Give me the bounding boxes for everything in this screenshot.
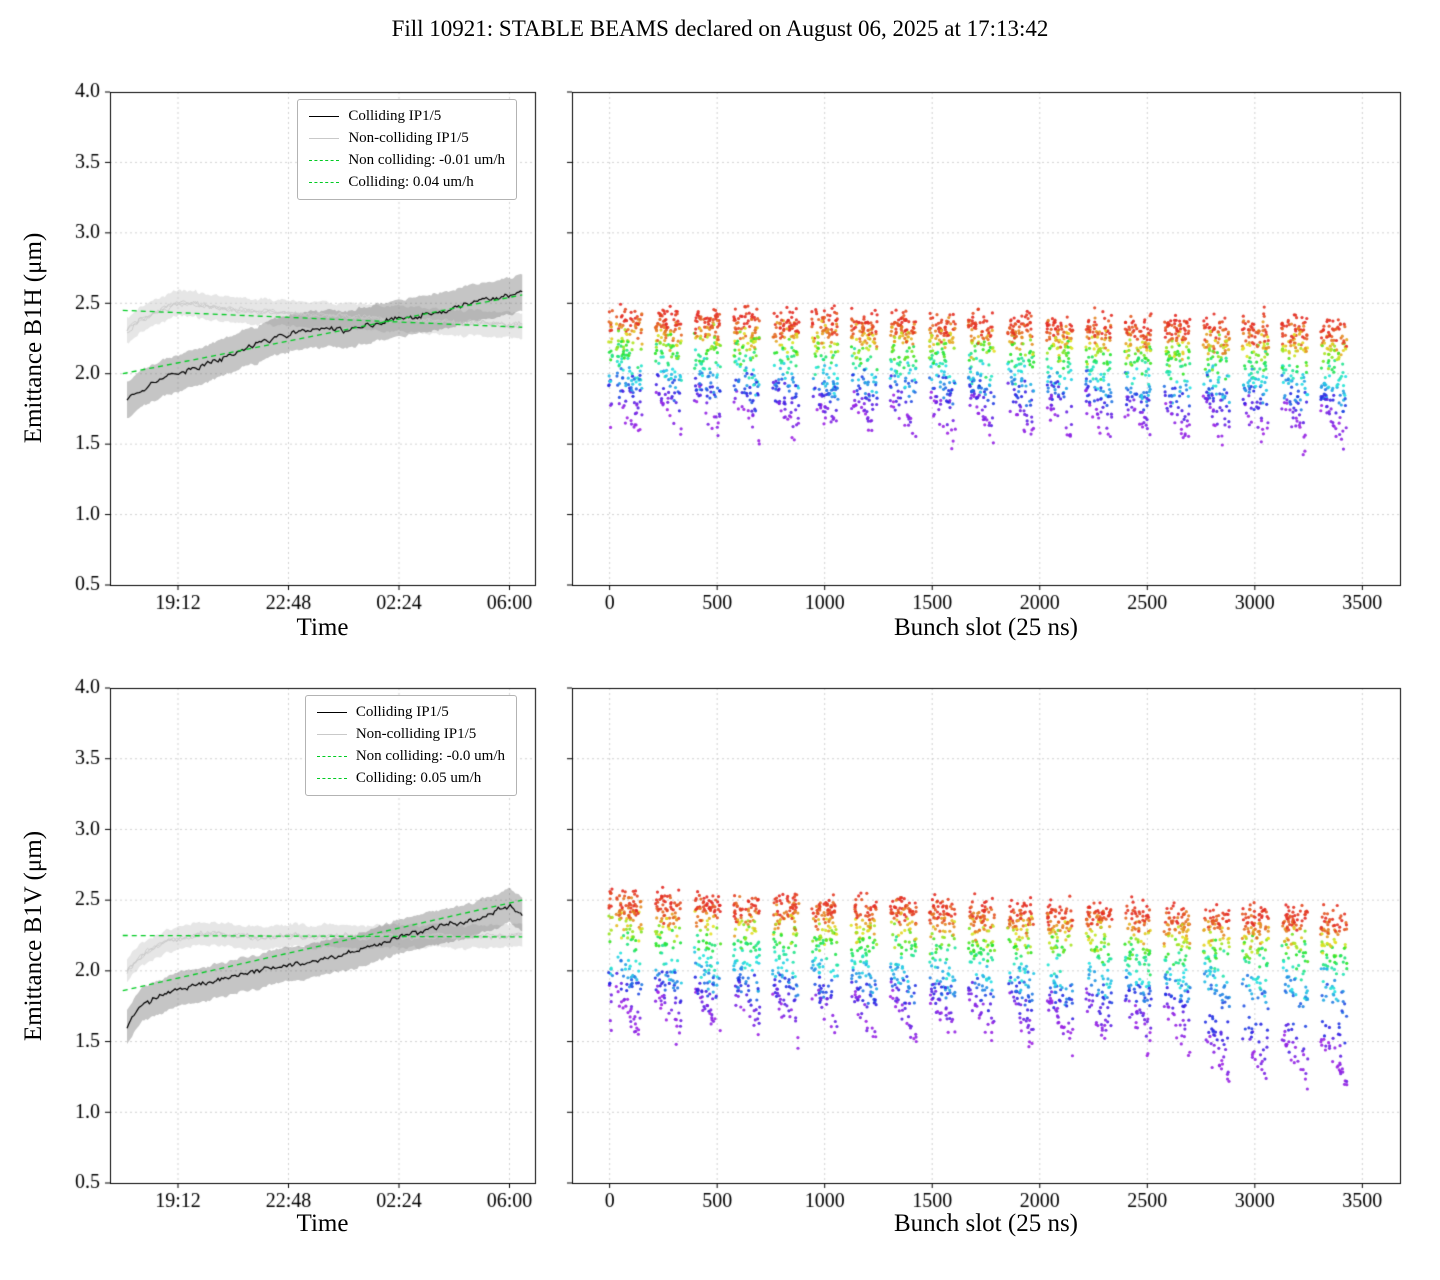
legend-item-noncolliding: Non-colliding IP1/5 [309, 130, 505, 147]
noncolliding-fit-swatch-icon [309, 160, 340, 161]
colliding-fit-swatch-icon [316, 778, 347, 779]
legend-label: Colliding IP1/5 [348, 108, 442, 124]
y-axis-label-b1v: Emittance B1V (μm) [20, 830, 47, 1042]
legend-label: Colliding: 0.04 um/h [348, 174, 474, 190]
legend-item-noncolliding: Non-colliding IP1/5 [316, 726, 505, 743]
legend-item-colliding-fit: Colliding: 0.05 um/h [316, 770, 505, 787]
legend-b1h: Colliding IP1/5 Non-colliding IP1/5 Non … [297, 99, 517, 200]
x-axis-label-time-top: Time [296, 614, 349, 641]
noncolliding-fit-swatch-icon [316, 756, 347, 757]
legend-b1v: Colliding IP1/5 Non-colliding IP1/5 Non … [304, 695, 517, 796]
legend-label: Non colliding: -0.0 um/h [355, 748, 505, 764]
figure-title: Fill 10921: STABLE BEAMS declared on Aug… [391, 16, 1049, 41]
x-axis-label-time-bottom: Time [296, 1210, 349, 1237]
legend-item-colliding: Colliding IP1/5 [316, 704, 505, 721]
legend-label: Non-colliding IP1/5 [355, 726, 477, 742]
legend-item-noncolliding-fit: Non colliding: -0.01 um/h [309, 152, 505, 169]
noncolliding-line-swatch-icon [316, 734, 347, 735]
legend-item-colliding-fit: Colliding: 0.04 um/h [309, 174, 505, 191]
colliding-fit-swatch-icon [309, 182, 340, 183]
colliding-line-swatch-icon [309, 116, 340, 117]
legend-label: Colliding: 0.05 um/h [355, 770, 482, 786]
legend-item-noncolliding-fit: Non colliding: -0.0 um/h [316, 748, 505, 765]
legend-label: Colliding IP1/5 [355, 704, 449, 720]
plot-area-b1v-vs-bunch-slot [572, 688, 1400, 1183]
x-axis-label-bunch-slot-bottom: Bunch slot (25 ns) [893, 1210, 1079, 1237]
legend-label: Non colliding: -0.01 um/h [348, 152, 505, 168]
legend-item-colliding: Colliding IP1/5 [309, 108, 505, 125]
colliding-line-swatch-icon [316, 712, 347, 713]
legend-label: Non-colliding IP1/5 [348, 130, 469, 146]
plot-area-b1h-vs-bunch-slot [572, 92, 1400, 585]
y-axis-label-b1h: Emittance B1H (μm) [20, 232, 47, 444]
x-axis-label-bunch-slot-top: Bunch slot (25 ns) [893, 614, 1079, 641]
noncolliding-line-swatch-icon [309, 138, 340, 139]
